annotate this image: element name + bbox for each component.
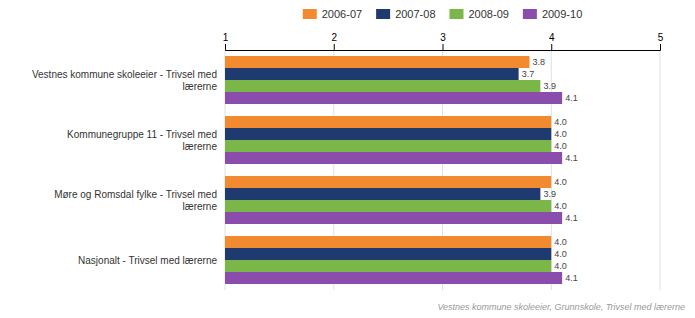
legend-item: 2006-07 [303,8,362,20]
bar [225,272,562,284]
legend-label: 2007-08 [395,8,435,20]
data-label: 3.9 [543,81,556,91]
bar [225,200,551,212]
category-label: Møre og Romsdal fylke - Trivsel medlærer… [54,189,217,212]
tick-mark [443,44,444,50]
category-label: Nasjonalt - Trivsel med lærerne [78,255,217,266]
axis-line [226,44,661,51]
data-label: 4.1 [565,213,578,223]
tick-label: 2 [331,32,337,43]
category-label-line: lærerne [183,141,218,152]
tick-label: 3 [440,32,446,43]
legend-label: 2008-09 [469,8,509,20]
bar [225,188,540,200]
data-label: 4.0 [554,249,567,259]
data-labels: 3.8 4.0 4.0 4.0 3.7 4.0 3.9 4.0 3.9 4.0 4.0 4.0 4.1 4… [522,57,578,283]
category-label-line: Kommunegruppe 11 - Trivsel med [67,129,217,140]
bar [225,92,562,104]
bar [225,80,540,92]
tick: 1 [223,32,229,50]
tick-label: 1 [223,32,229,43]
data-label: 3.8 [533,57,546,67]
category-label: Kommunegruppe 11 - Trivsel medlærerne [67,129,217,152]
legend-swatch [376,9,390,19]
data-label: 3.7 [522,69,535,79]
legend-swatch [450,9,464,19]
bar [225,260,551,272]
data-label: 4.0 [554,201,567,211]
legend-label: 2006-07 [322,8,362,20]
bar [225,140,551,152]
grid [225,50,660,290]
category-label-line: Nasjonalt - Trivsel med lærerne [78,255,217,266]
bar [225,236,551,248]
chart: 1 2 3 4 5 3.8 4.0 4.0 4.0 3.7 4.0 3.9 4.0 3.9 4.0 4.0 4.… [0,0,695,318]
bar [225,176,551,188]
plot: 1 2 3 4 5 3.8 4.0 4.0 4.0 3.7 4.0 3.9 4.0 3.9 4.0 4.0 4.… [32,32,664,290]
legend-item: 2007-08 [376,8,435,20]
tick-label: 5 [658,32,664,43]
y-labels: Vestnes kommune skoleeier - Trivsel medl… [32,69,218,266]
tick: 2 [331,32,337,50]
data-label: 3.9 [543,189,556,199]
data-label: 4.1 [565,153,578,163]
bar [225,152,562,164]
x-axis: 1 2 3 4 5 [223,32,664,51]
bar [225,248,551,260]
bars [225,56,562,284]
category-label: Vestnes kommune skoleeier - Trivsel medl… [32,69,218,92]
data-label: 4.1 [565,93,578,103]
data-label: 4.0 [554,261,567,271]
tick-mark [334,44,335,50]
legend-item: 2008-09 [450,8,509,20]
tick-mark [660,44,661,50]
bar [225,212,562,224]
legend-swatch [523,9,537,19]
tick: 3 [440,32,446,50]
legend-label: 2009-10 [542,8,582,20]
category-label-line: lærerne [183,201,218,212]
tick-mark [551,44,552,50]
tick: 5 [658,32,664,50]
grid-line [660,50,661,290]
data-label: 4.1 [565,273,578,283]
tick-mark [225,44,226,50]
bar [225,56,530,68]
legend-item: 2009-10 [523,8,582,20]
tick: 4 [549,32,555,50]
data-label: 4.0 [554,129,567,139]
legend: 2006-07 2007-08 2008-09 2009-10 [303,8,583,20]
footer: Vestnes kommune skoleeier, Grunnskole, T… [437,302,685,312]
legend-swatch [303,9,317,19]
category-label-line: lærerne [183,81,218,92]
tick-label: 4 [549,32,555,43]
bar [225,68,519,80]
bar [225,116,551,128]
data-label: 4.0 [554,117,567,127]
category-label-line: Vestnes kommune skoleeier - Trivsel med [32,69,217,80]
bar [225,128,551,140]
data-label: 4.0 [554,141,567,151]
category-label-line: Møre og Romsdal fylke - Trivsel med [54,189,217,200]
data-label: 4.0 [554,237,567,247]
data-label: 4.0 [554,177,567,187]
